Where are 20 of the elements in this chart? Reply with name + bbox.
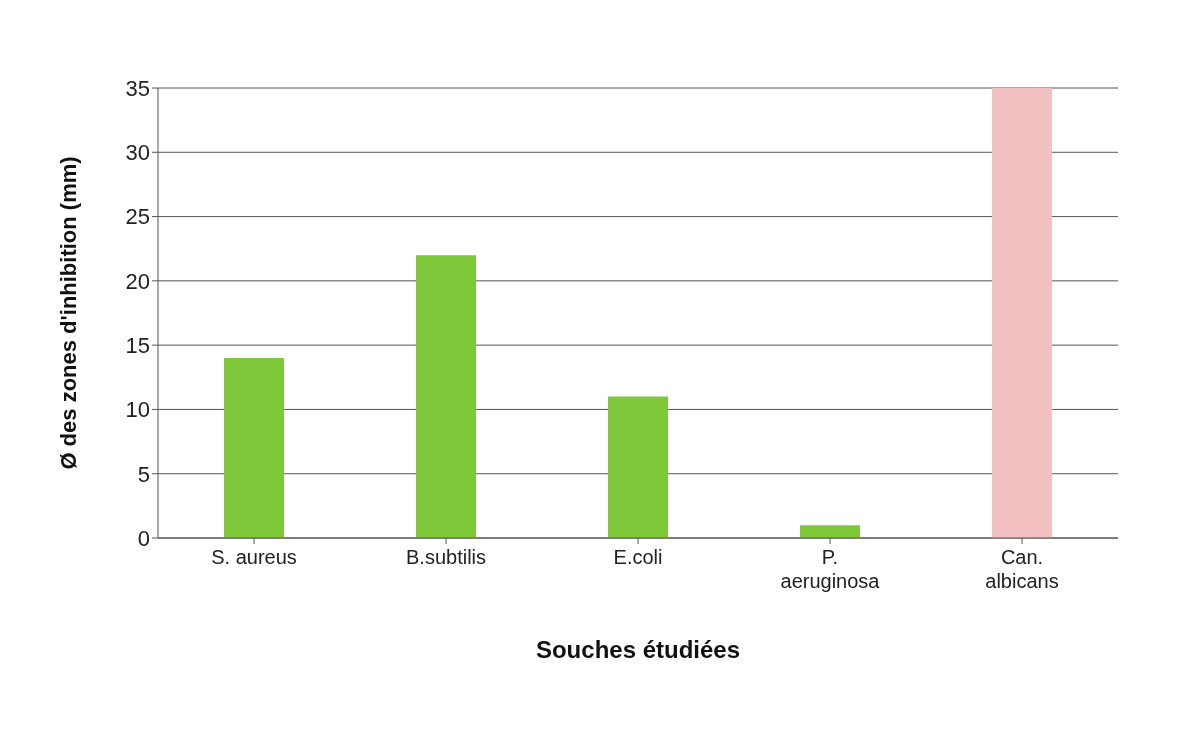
- x-tick-label: B.subtilis: [405, 546, 487, 568]
- bar: [992, 88, 1052, 538]
- y-tick-label: 10: [125, 397, 150, 423]
- bar: [224, 358, 284, 538]
- y-tick-label: 5: [137, 461, 150, 487]
- x-tick-label: E.coli: [613, 546, 663, 568]
- bar: [416, 255, 476, 538]
- x-tick-label: P. aeruginosa: [780, 546, 881, 592]
- y-tick-label: 20: [125, 268, 150, 294]
- x-tick-label: Can. albicans: [985, 546, 1059, 592]
- y-axis-title: Ø des zones d'inhibition (mm): [55, 156, 81, 470]
- y-tick-label: 15: [125, 332, 150, 358]
- bar: [608, 396, 668, 538]
- bar: [800, 525, 860, 538]
- x-axis-title: Souches étudiées: [535, 636, 741, 663]
- y-tick-label: 35: [125, 75, 150, 101]
- y-tick-label: 0: [137, 525, 150, 551]
- x-tick-label: S. aureus: [211, 546, 297, 568]
- y-tick-label: 25: [125, 204, 150, 230]
- y-tick-label: 30: [125, 140, 150, 166]
